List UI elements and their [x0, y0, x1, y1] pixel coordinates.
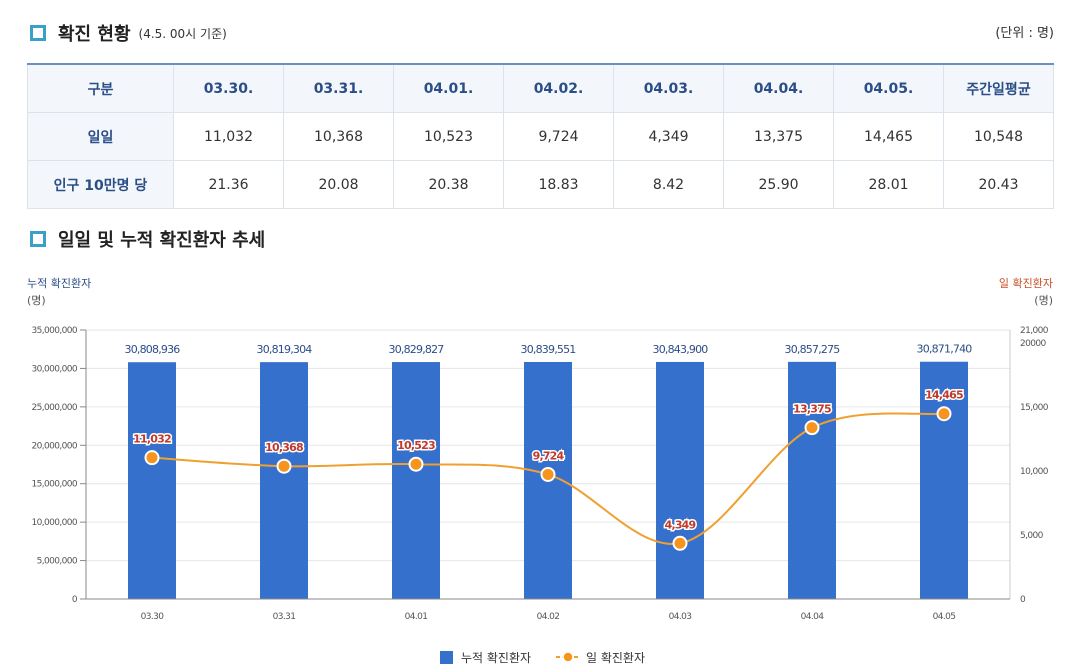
line-value-label: 14,465	[925, 389, 963, 402]
x-tick-label: 03.31	[273, 612, 296, 622]
line-value-label: 11,032	[133, 433, 171, 446]
bar	[260, 362, 308, 599]
bar	[920, 361, 968, 599]
line-value-label: 4,349	[665, 518, 696, 531]
bar	[128, 362, 176, 599]
right-tick-label: 20000	[1020, 339, 1047, 349]
bar	[788, 361, 836, 599]
table-cell: 13,375	[723, 112, 834, 161]
left-tick-label: 20,000,000	[31, 441, 77, 451]
x-tick-label: 04.05	[933, 612, 956, 622]
table-header-cell: 04.05.	[833, 63, 944, 113]
table-cell: 20.38	[393, 160, 504, 209]
right-tick-label: 21,000	[1020, 326, 1049, 336]
table-header-cell: 주간일평균	[943, 63, 1054, 113]
table-header-cell: 03.31.	[283, 63, 394, 113]
legend: 누적 확진환자 일 확진환자	[440, 651, 645, 665]
left-tick-label: 25,000,000	[31, 403, 77, 413]
line-point	[804, 420, 820, 436]
line-point	[672, 535, 688, 551]
left-axis-title: 누적 확진환자	[27, 277, 91, 290]
square-bullet-icon	[30, 231, 46, 247]
bar-value-label: 30,819,304	[257, 343, 313, 356]
trend-chart: 누적 확진환자 (명) 일 확진환자 (명) 30,808,936 30,819,…	[27, 276, 1053, 665]
legend-line-label: 일 확진환자	[586, 651, 645, 665]
right-tick-label: 0	[1020, 595, 1026, 605]
table-cell: 21.36	[173, 160, 284, 209]
left-axis-unit: (명)	[27, 294, 46, 307]
bar	[392, 362, 440, 599]
table-cell: 20.43	[943, 160, 1054, 209]
table-cell: 10,523	[393, 112, 504, 161]
table-cell: 14,465	[833, 112, 944, 161]
table-cell: 18.83	[503, 160, 614, 209]
line-point	[144, 450, 160, 466]
status-subtitle: (4.5. 00시 기준)	[138, 26, 227, 41]
table-cell: 10,548	[943, 112, 1054, 161]
left-tick-label: 35,000,000	[31, 326, 77, 336]
left-tick-label: 0	[72, 595, 78, 605]
right-tick-label: 10,000	[1020, 467, 1049, 477]
table-row: 일일 11,032 10,368 10,523 9,724 4,349 13,3…	[27, 112, 1054, 161]
section-title-trend: 일일 및 누적 확진환자 추세	[30, 226, 265, 252]
square-bullet-icon	[30, 25, 46, 41]
line-point	[540, 466, 556, 482]
x-tick-label: 03.30	[141, 612, 165, 622]
x-tick-label: 04.02	[537, 612, 560, 622]
status-title: 확진 현황	[58, 24, 131, 45]
bar-value-label: 30,829,827	[389, 343, 445, 356]
table-header-cell: 04.02.	[503, 63, 614, 113]
bar-value-label: 30,839,551	[521, 343, 576, 356]
bar	[656, 361, 704, 599]
row-label: 일일	[27, 112, 174, 161]
right-axis-title: 일 확진환자	[999, 276, 1053, 290]
table-row: 인구 10만명 당 21.36 20.08 20.38 18.83 8.42 2…	[27, 160, 1054, 209]
table-cell: 10,368	[283, 112, 394, 161]
right-tick-label: 5,000	[1020, 531, 1044, 541]
table-cell: 9,724	[503, 112, 614, 161]
summary-table: 구분 03.30. 03.31. 04.01. 04.02. 04.03. 04…	[27, 63, 1054, 209]
left-tick-label: 30,000,000	[31, 364, 77, 374]
legend-bar-swatch	[440, 651, 453, 664]
table-cell: 8.42	[613, 160, 724, 209]
right-tick-label: 15,000	[1020, 403, 1049, 413]
table-cell: 11,032	[173, 112, 284, 161]
legend-bar-label: 누적 확진환자	[461, 651, 531, 665]
legend-line-marker	[562, 651, 574, 663]
line-value-label: 13,375	[793, 403, 831, 416]
line-point	[276, 458, 292, 474]
left-tick-label: 10,000,000	[31, 518, 77, 528]
section-title-status: 확진 현황 (4.5. 00시 기준)	[30, 20, 227, 46]
unit-label: (단위 : 명)	[995, 26, 1054, 41]
right-axis-unit: (명)	[1034, 294, 1053, 307]
row-label: 인구 10만명 당	[27, 160, 174, 209]
table-header-cell: 04.04.	[723, 63, 834, 113]
bar-value-label: 30,808,936	[125, 343, 181, 356]
table-header-row: 구분 03.30. 03.31. 04.01. 04.02. 04.03. 04…	[27, 63, 1054, 113]
left-tick-label: 5,000,000	[37, 557, 78, 567]
table-cell: 20.08	[283, 160, 394, 209]
bar-value-label: 30,857,275	[785, 343, 841, 356]
x-tick-label: 04.03	[669, 612, 692, 622]
line-point	[936, 406, 952, 422]
trend-title: 일일 및 누적 확진환자 추세	[58, 230, 266, 251]
table-cell: 4,349	[613, 112, 724, 161]
left-tick-label: 15,000,000	[31, 480, 77, 490]
line-value-label: 10,523	[397, 439, 435, 452]
table-header-cell: 구분	[27, 63, 174, 113]
table-header-cell: 04.01.	[393, 63, 504, 113]
table-header-cell: 03.30.	[173, 63, 284, 113]
line-value-label: 9,724	[533, 449, 565, 462]
bar-value-label: 30,871,740	[917, 343, 973, 356]
line-point	[408, 456, 424, 472]
table-cell: 25.90	[723, 160, 834, 209]
table-cell: 28.01	[833, 160, 944, 209]
x-tick-label: 04.01	[405, 612, 428, 622]
bar-value-label: 30,843,900	[653, 343, 709, 356]
x-tick-label: 04.04	[801, 612, 825, 622]
line-value-label: 10,368	[265, 441, 303, 454]
table-header-cell: 04.03.	[613, 63, 724, 113]
